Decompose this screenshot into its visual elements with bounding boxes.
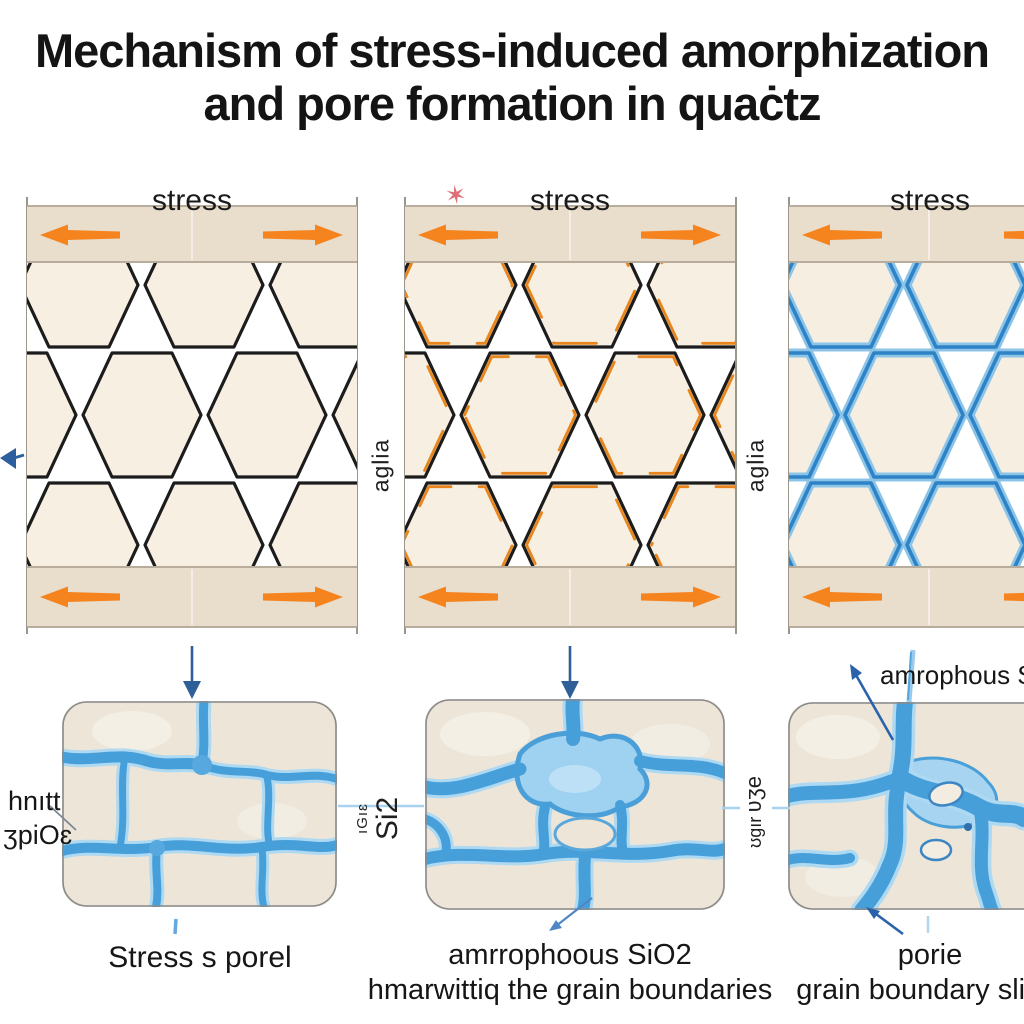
star-icon: ✶	[442, 178, 469, 212]
hex-grain-lattice	[405, 221, 735, 609]
left-label-line-1: hnıtt	[8, 786, 61, 816]
stress-bar-bottom	[27, 566, 357, 628]
caption-middle-line-1: amrrophoous SiO2	[448, 939, 692, 971]
stress-label-left: stress	[151, 184, 232, 217]
title-line-2: and pore formation in quaċtz	[203, 77, 822, 130]
between-label-1-small: ıGıɛ	[354, 802, 372, 834]
stress-bar-bottom	[405, 566, 735, 628]
left-edge-arrow-icon	[0, 448, 25, 469]
micro-panel-intermediate	[425, 699, 725, 910]
left-label-line-2: ʒpiOɛ	[3, 820, 73, 850]
pore	[928, 781, 964, 807]
hex-grain-lattice-glow	[789, 223, 1024, 607]
stress-label-right: stress	[889, 184, 970, 217]
crystal-panel-pristine	[27, 205, 357, 628]
stress-label-middle: stress	[529, 184, 610, 217]
pore	[919, 838, 953, 862]
crystal-panel-onset	[405, 205, 735, 628]
caption-right: porie grain boundary slidin	[775, 938, 1024, 1008]
pore-speck	[964, 823, 972, 831]
between-label-2-part2: ʋʒe	[741, 776, 766, 813]
between-label-1-box: ıGıɛ Si2	[330, 768, 430, 868]
amorphous-network	[425, 699, 725, 910]
left-caption-tick	[173, 918, 178, 935]
grain-island	[553, 816, 617, 852]
between-label-1-large: Si2	[371, 796, 405, 840]
stress-bar-bottom	[789, 566, 1024, 628]
stress-bar-top	[27, 205, 357, 263]
side-label-2-box: aglia	[706, 415, 806, 515]
side-label: aglia	[367, 438, 394, 492]
pool-highlight	[549, 765, 601, 793]
side-label: aglia	[742, 438, 769, 492]
pore-caption-arrow-icon	[866, 907, 904, 936]
amorphous-network	[62, 701, 337, 907]
micro-panel-border	[62, 701, 337, 907]
junction-blob	[192, 755, 212, 775]
crystal-panel-amorphizing	[789, 205, 1024, 628]
down-arrow-icon	[183, 646, 201, 699]
amorphous-network	[788, 702, 1024, 910]
down-arrow-icon	[561, 646, 579, 699]
between-label-2-box: ʊgır ʋʒe	[704, 762, 804, 862]
stress-bar-top	[405, 205, 735, 263]
panel-border	[356, 197, 358, 634]
between-label-1: ıGıɛ Si2	[354, 796, 405, 839]
caption-middle: amrrophoous SiO2 hmarwittiq the grain bo…	[330, 938, 810, 1008]
side-label-1-box: aglia	[331, 415, 431, 515]
amorphous-si-label: amrophous Si	[880, 660, 1024, 690]
junction-blob	[149, 840, 165, 856]
page-title: Mechanism of stress-induced amorphizatio…	[0, 24, 1024, 130]
micro-panel-advanced	[788, 702, 1024, 910]
title-line-1: Mechanism of stress-induced amorphizatio…	[34, 24, 990, 77]
caption-right-line-1: porie	[897, 939, 963, 971]
between-label-2-part1: ʊgır	[745, 816, 765, 848]
stress-bar-top	[789, 205, 1024, 263]
caption-middle-line-2: hmarwittiq the grain boundaries	[367, 974, 773, 1006]
caption-right-line-2: grain boundary slidin	[796, 974, 1024, 1006]
micro-panel-border	[788, 702, 1024, 910]
between-label-2: ʊgır ʋʒe	[741, 776, 767, 848]
panel-border	[735, 197, 737, 634]
caption-left: Stress s porel	[108, 941, 292, 974]
hex-grain-lattice	[27, 221, 357, 609]
micro-panel-initial	[62, 701, 337, 907]
